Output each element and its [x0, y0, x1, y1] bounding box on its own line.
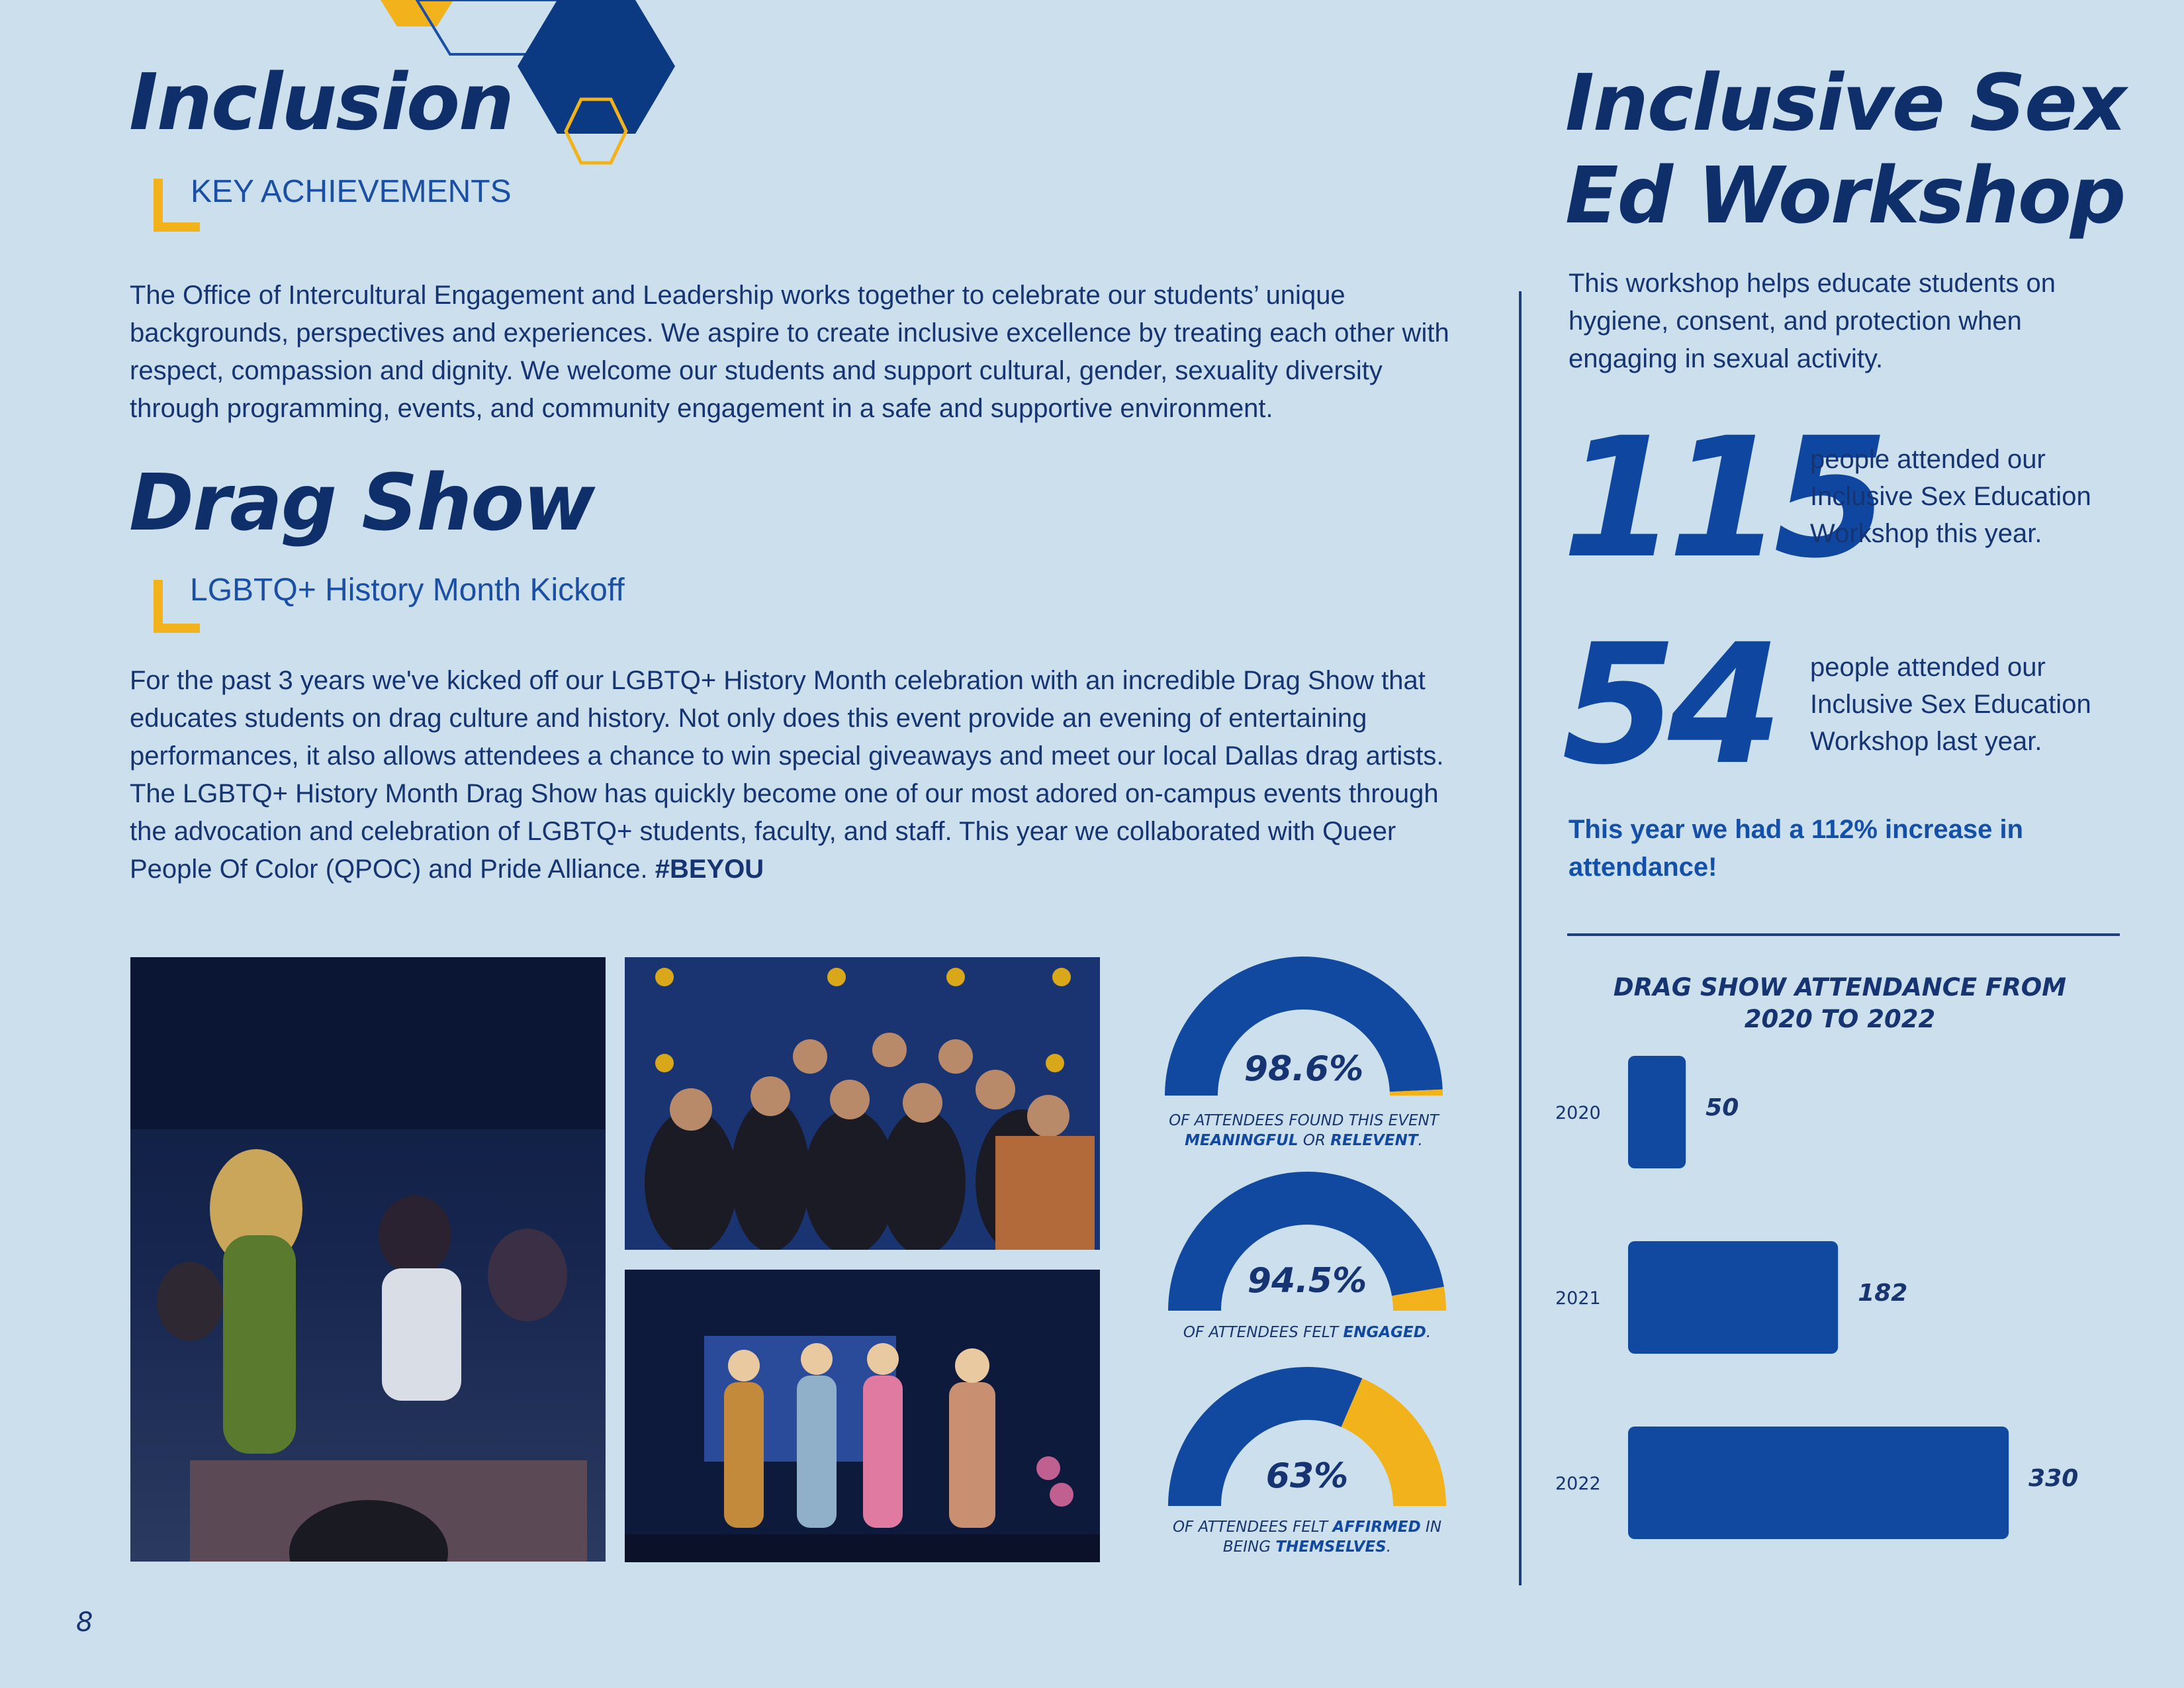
stat-this-year-text: people attended our Inclusive Sex Educat…	[1810, 445, 2091, 548]
stat-last-year-number: 54	[1562, 608, 1783, 801]
gauge-caption-meaningful: OF ATTENDEES FOUND THIS EVENT MEANINGFUL…	[1169, 1112, 1439, 1149]
gauge-caption-engaged: OF ATTENDEES FELT ENGAGED.	[1183, 1324, 1432, 1341]
bar	[1628, 1427, 2009, 1539]
bar	[1628, 1056, 1686, 1168]
workshop-title: Inclusive Sex Ed Workshop	[1565, 57, 2126, 241]
bar-category-label: 2021	[1555, 1288, 1601, 1309]
gauge-fill	[1168, 1171, 1444, 1311]
bracket-accent-icon	[154, 179, 200, 232]
column-divider	[1519, 291, 1522, 1585]
page-title: Inclusion	[129, 56, 514, 148]
bar-category-label: 2022	[1555, 1474, 1601, 1494]
gauge-caption-affirmed: OF ATTENDEES FELT AFFIRMED IN BEING THEM…	[1172, 1519, 1442, 1556]
gauge-remainder	[1392, 1286, 1446, 1311]
gauge-value-meaningful: 98.6%	[1244, 1049, 1364, 1089]
bar-value-label: 182	[1858, 1280, 1907, 1307]
bar	[1628, 1241, 1839, 1354]
gauge-value-affirmed: 63%	[1265, 1456, 1349, 1496]
gauge-fill	[1165, 956, 1443, 1096]
gauge-remainder	[1341, 1378, 1446, 1506]
bar-value-label: 330	[2028, 1465, 2078, 1492]
section-divider	[1567, 933, 2120, 936]
group-photo	[625, 957, 1100, 1250]
intro-paragraph: The Office of Intercultural Engagement a…	[130, 281, 1449, 423]
gauge-meaningful	[1165, 956, 1443, 1096]
hexagon-decoration	[381, 0, 675, 165]
gauge-affirmed	[1168, 1367, 1446, 1506]
gauge-value-engaged: 94.5%	[1247, 1261, 1367, 1301]
gauge-engaged	[1168, 1171, 1446, 1311]
bar-value-label: 50	[1706, 1094, 1739, 1121]
hashtag: #BEYOU	[655, 855, 764, 884]
section-subheading: KEY ACHIEVEMENTS	[191, 174, 512, 209]
drag-show-paragraph: For the past 3 years we've kicked off ou…	[130, 662, 1467, 888]
gauge-fill	[1168, 1367, 1363, 1506]
drag-show-body: For the past 3 years we've kicked off ou…	[130, 666, 1444, 884]
drag-show-subheading: LGBTQ+ History Month Kickoff	[190, 573, 625, 608]
attendance-bar-chart: 2020 50 2021 182 2022 330	[1555, 1056, 2078, 1539]
page-number: 8	[76, 1607, 93, 1638]
chart-title: DRAG SHOW ATTENDANCE FROM 2020 TO 2022	[1613, 973, 2067, 1033]
performers-stage-photo	[625, 1270, 1100, 1562]
stat-last-year-text: people attended our Inclusive Sex Educat…	[1810, 653, 2091, 756]
bracket-accent-icon	[154, 580, 200, 633]
drag-show-title: Drag Show	[129, 457, 595, 548]
attendance-increase-highlight: This year we had a 112% increase in atte…	[1569, 815, 2024, 882]
workshop-intro: This workshop helps educate students on …	[1569, 269, 2056, 373]
bar-category-label: 2020	[1555, 1103, 1601, 1123]
gauge-remainder	[1389, 1089, 1443, 1096]
drag-performer-photo	[130, 957, 606, 1562]
stat-this-year-number: 115	[1562, 402, 1889, 594]
